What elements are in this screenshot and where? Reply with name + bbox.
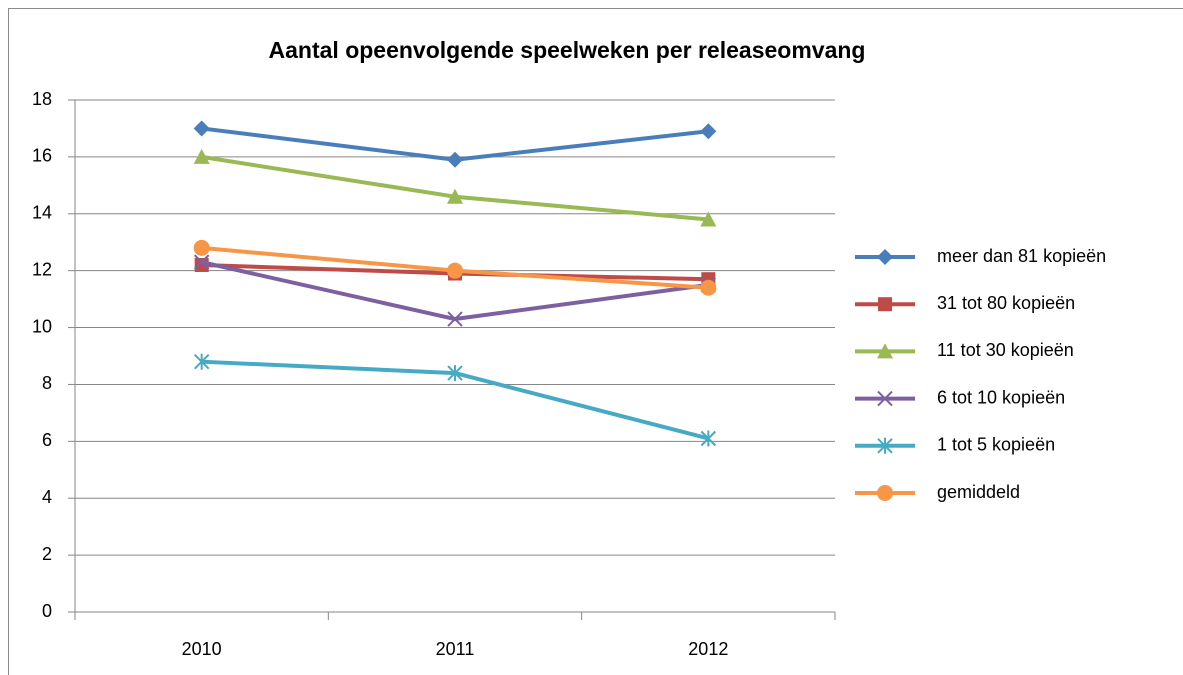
chart-title: Aantal opeenvolgende speelweken per rele…: [269, 37, 866, 63]
legend-label: 11 tot 30 kopieën: [937, 340, 1074, 360]
legend-label: 31 tot 80 kopieën: [937, 293, 1075, 313]
marker: [447, 365, 463, 382]
marker: [193, 120, 210, 137]
y-tick-label: 12: [32, 259, 52, 279]
x-tick-label: 2012: [688, 639, 728, 659]
chart-frame: [8, 8, 1183, 675]
marker: [193, 148, 210, 164]
marker: [877, 343, 893, 359]
x-tick-label: 2011: [436, 639, 475, 659]
marker: [877, 249, 893, 265]
y-tick-label: 0: [42, 601, 52, 621]
legend-label: gemiddeld: [937, 482, 1020, 502]
marker: [700, 123, 717, 140]
marker: [447, 262, 463, 279]
y-tick-label: 16: [32, 146, 52, 166]
marker: [447, 311, 463, 327]
marker: [193, 353, 210, 370]
marker: [877, 485, 893, 501]
x-tick-label: 2010: [182, 639, 222, 659]
marker: [700, 279, 717, 296]
marker: [878, 297, 892, 312]
y-tick-label: 2: [42, 544, 52, 564]
y-tick-label: 10: [32, 316, 52, 336]
y-tick-label: 14: [32, 203, 52, 223]
marker: [447, 151, 463, 168]
legend-label: meer dan 81 kopieën: [937, 246, 1106, 266]
y-tick-label: 4: [42, 487, 52, 507]
marker: [700, 430, 717, 447]
marker: [877, 437, 893, 454]
marker: [700, 211, 717, 227]
marker: [447, 188, 463, 204]
y-tick-label: 6: [42, 430, 52, 450]
legend-label: 1 tot 5 kopieën: [937, 435, 1055, 455]
marker: [193, 254, 210, 270]
y-tick-label: 8: [42, 373, 52, 393]
marker: [193, 239, 210, 256]
legend-label: 6 tot 10 kopieën: [937, 387, 1065, 407]
y-tick-label: 18: [32, 89, 52, 109]
marker: [877, 390, 893, 407]
